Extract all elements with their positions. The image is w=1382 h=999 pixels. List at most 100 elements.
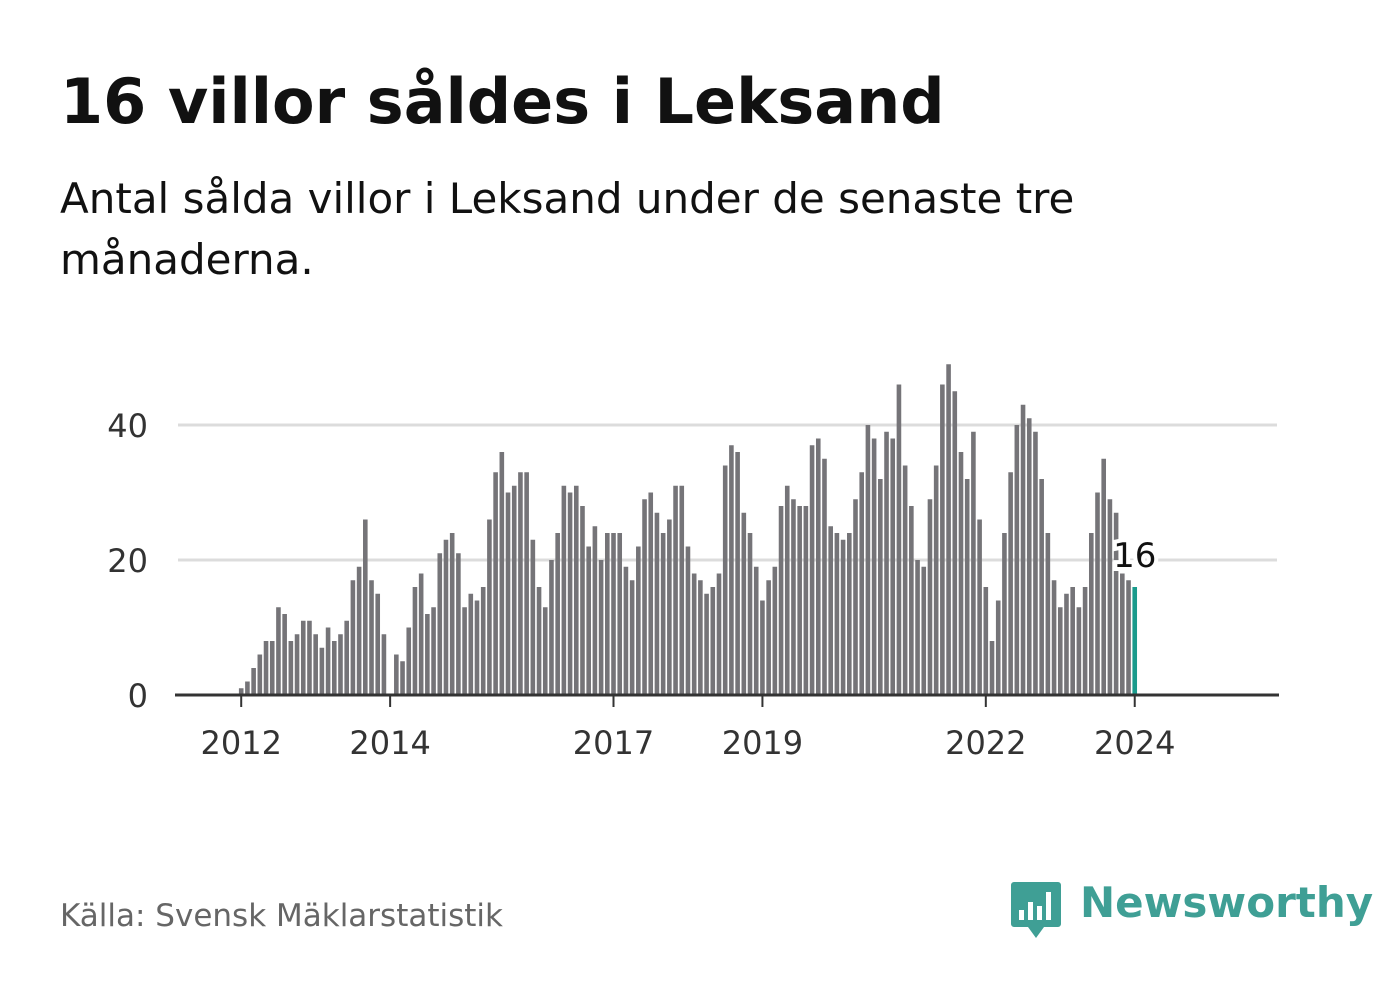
- bar: [847, 533, 852, 695]
- bar: [282, 614, 287, 695]
- bar: [474, 600, 480, 695]
- bar: [859, 472, 865, 695]
- bar: [1045, 533, 1051, 695]
- bar: [636, 546, 641, 695]
- bar: [276, 607, 281, 695]
- bar: [691, 573, 697, 695]
- bar: [673, 485, 678, 695]
- bar: [1064, 593, 1069, 695]
- bar: [1020, 404, 1026, 695]
- bar: [679, 485, 685, 695]
- bar: [741, 512, 747, 695]
- bar: [747, 533, 753, 695]
- bar: [586, 546, 591, 695]
- bar: [437, 553, 443, 695]
- bar: [1002, 533, 1007, 695]
- bar: [729, 445, 734, 695]
- x-tick-label: 2017: [573, 724, 654, 762]
- bar: [331, 641, 337, 695]
- x-tick-label: 2022: [945, 724, 1026, 762]
- bar: [667, 519, 672, 695]
- bar: [381, 634, 387, 695]
- bar: [288, 641, 294, 695]
- bar-chart-speech-bubble-icon: [1011, 882, 1061, 938]
- bar: [480, 587, 486, 695]
- bar: [927, 499, 933, 695]
- bar: [598, 560, 604, 695]
- bar: [1070, 587, 1075, 695]
- bar: [561, 485, 567, 695]
- bar: [567, 492, 573, 695]
- x-tick-label: 2019: [722, 724, 803, 762]
- bar: [1088, 533, 1094, 695]
- bar: [890, 438, 896, 695]
- bar: [753, 566, 759, 695]
- bar: [1076, 607, 1082, 695]
- bar: [499, 452, 505, 695]
- axis-labels: 0 20 40 16 2012 2014 2017 2019 2022 2024: [107, 407, 1175, 762]
- bar: [989, 641, 995, 695]
- bar: [1101, 458, 1107, 695]
- source-note: Källa: Svensk Mäklarstatistik: [60, 898, 503, 934]
- bar: [431, 607, 436, 695]
- bar: [623, 566, 629, 695]
- y-tick-label: 20: [107, 542, 148, 580]
- bar: [487, 519, 492, 695]
- bar: [828, 526, 833, 695]
- bar: [983, 587, 989, 695]
- chart-subtitle: Antal sålda villor i Leksand under de se…: [60, 174, 1075, 284]
- bar: [617, 533, 623, 695]
- bar-series: [238, 364, 1138, 695]
- x-tick-label: 2024: [1094, 724, 1175, 762]
- bar: [257, 654, 263, 695]
- bar: [555, 533, 560, 695]
- bar: [580, 506, 585, 695]
- bar: [766, 580, 771, 695]
- bar: [884, 431, 889, 695]
- bar: [1107, 499, 1113, 695]
- bar: [685, 546, 691, 695]
- bar: [871, 438, 877, 695]
- bar: [344, 620, 349, 695]
- bar: [1039, 479, 1044, 695]
- bar: [245, 681, 250, 695]
- bar: [325, 627, 331, 695]
- bar: [815, 438, 821, 695]
- bar: [350, 580, 356, 695]
- bar: [853, 499, 858, 695]
- bar: [896, 384, 902, 695]
- bar: [1033, 431, 1038, 695]
- bar: [735, 452, 740, 695]
- bar: [940, 384, 945, 695]
- bar: [505, 492, 511, 695]
- brand-name: Newsworthy: [1080, 878, 1374, 927]
- bar: [269, 641, 275, 695]
- bar: [1095, 492, 1100, 695]
- bar: [865, 425, 871, 695]
- bar: [1008, 472, 1013, 695]
- bar: [400, 661, 405, 695]
- bar: [300, 620, 306, 695]
- chart-title: 16 villor såldes i Leksand: [60, 65, 945, 138]
- bar: [964, 479, 970, 695]
- bar: [958, 452, 964, 695]
- bar: [394, 654, 399, 695]
- bar: [971, 431, 976, 695]
- bar: [338, 634, 343, 695]
- bar: [313, 634, 318, 695]
- bar: [524, 472, 529, 695]
- bar: [263, 641, 269, 695]
- bar: [369, 580, 374, 695]
- bar: [797, 506, 802, 695]
- y-tick-label: 0: [128, 677, 148, 715]
- bar: [1113, 512, 1119, 695]
- bar: [933, 465, 939, 695]
- bar: [902, 465, 908, 695]
- bar: [238, 688, 244, 695]
- bar: [518, 472, 523, 695]
- bar: [772, 566, 778, 695]
- bar: [363, 519, 368, 695]
- bar: [995, 600, 1001, 695]
- bar: [1026, 418, 1032, 695]
- bar: [1120, 573, 1125, 695]
